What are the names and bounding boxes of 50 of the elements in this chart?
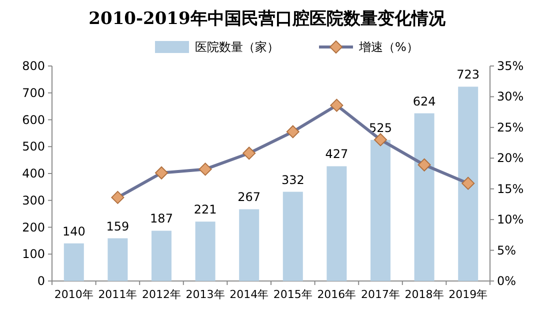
bar bbox=[64, 243, 84, 281]
chart-title: 2010-2019年中国民营口腔医院数量变化情况 bbox=[88, 9, 446, 29]
y-tick-label: 500 bbox=[22, 140, 45, 154]
bar bbox=[326, 166, 347, 281]
y2-tick-label: 15% bbox=[497, 182, 524, 196]
bar bbox=[458, 86, 478, 281]
y2-tick-label: 20% bbox=[497, 151, 524, 166]
y-tick-label: 100 bbox=[22, 247, 45, 262]
x-tick-label: 2015年 bbox=[273, 288, 312, 301]
data-label: 723 bbox=[456, 68, 480, 82]
x-tick-label: 2018年 bbox=[404, 288, 444, 301]
x-tick-label: 2019年 bbox=[448, 288, 488, 301]
x-tick-label: 2011年 bbox=[98, 288, 138, 301]
y2-tick-label: 35% bbox=[497, 59, 524, 73]
bar bbox=[414, 113, 434, 281]
data-label: 427 bbox=[325, 147, 348, 162]
y-tick-label: 300 bbox=[22, 193, 45, 208]
x-tick-label: 2013年 bbox=[186, 288, 225, 301]
y2-tick-label: 25% bbox=[497, 120, 524, 134]
data-label: 221 bbox=[194, 202, 217, 217]
y-tick-label: 0 bbox=[37, 274, 45, 288]
y-tick-label: 600 bbox=[22, 112, 45, 127]
data-label: 525 bbox=[369, 120, 392, 135]
x-tick-label: 2016年 bbox=[317, 288, 356, 301]
bar bbox=[195, 222, 216, 281]
bar bbox=[152, 230, 172, 281]
bar bbox=[282, 192, 303, 281]
data-label: 140 bbox=[62, 224, 86, 238]
y2-tick-label: 5% bbox=[497, 243, 516, 258]
x-tick-label: 2012年 bbox=[142, 288, 181, 301]
bar bbox=[108, 238, 128, 281]
x-tick-label: 2014年 bbox=[230, 288, 269, 301]
y-tick-label: 800 bbox=[22, 59, 45, 73]
data-label: 267 bbox=[238, 190, 261, 204]
y2-tick-label: 30% bbox=[497, 90, 524, 104]
bar bbox=[239, 209, 260, 281]
legend-label: 增速（%） bbox=[358, 40, 418, 54]
y-tick-label: 700 bbox=[22, 86, 45, 100]
legend-label: 医院数量（家） bbox=[195, 40, 279, 54]
data-label: 187 bbox=[150, 212, 173, 226]
x-tick-label: 2010年 bbox=[54, 288, 94, 301]
bar bbox=[370, 140, 390, 281]
data-label: 332 bbox=[281, 172, 304, 187]
y2-tick-label: 0% bbox=[497, 274, 516, 288]
y2-tick-label: 10% bbox=[497, 212, 524, 227]
data-label: 159 bbox=[106, 219, 130, 234]
y-tick-label: 400 bbox=[22, 166, 45, 180]
y-tick-label: 200 bbox=[22, 220, 45, 234]
data-label: 624 bbox=[412, 94, 436, 108]
x-tick-label: 2017年 bbox=[361, 288, 400, 301]
